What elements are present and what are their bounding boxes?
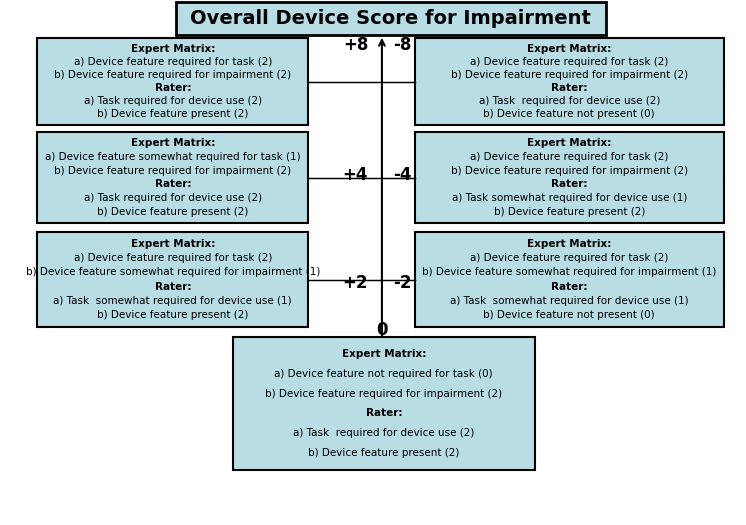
Text: a) Device feature required for task (2): a) Device feature required for task (2) <box>470 152 668 162</box>
Text: a) Task required for device use (2): a) Task required for device use (2) <box>84 96 262 106</box>
Text: b) Device feature not present (0): b) Device feature not present (0) <box>483 109 655 119</box>
Text: a) Device feature required for task (2): a) Device feature required for task (2) <box>470 57 668 67</box>
Text: -4: -4 <box>393 166 412 184</box>
Text: Rater:: Rater: <box>551 180 588 190</box>
FancyBboxPatch shape <box>415 38 724 125</box>
Text: +8: +8 <box>343 36 369 54</box>
Text: -8: -8 <box>393 36 412 54</box>
FancyBboxPatch shape <box>37 232 308 327</box>
FancyBboxPatch shape <box>37 38 308 125</box>
Text: Expert Matrix:: Expert Matrix: <box>527 239 612 249</box>
Text: Rater:: Rater: <box>366 408 402 418</box>
Text: b) Device feature present (2): b) Device feature present (2) <box>97 310 248 320</box>
Text: +2: +2 <box>342 274 369 292</box>
Text: a) Device feature required for task (2): a) Device feature required for task (2) <box>74 253 272 263</box>
Text: Expert Matrix:: Expert Matrix: <box>131 139 215 149</box>
Text: Rater:: Rater: <box>551 83 588 93</box>
FancyBboxPatch shape <box>415 132 724 223</box>
Text: b) Device feature present (2): b) Device feature present (2) <box>308 448 460 458</box>
Text: a) Device feature not required for task (0): a) Device feature not required for task … <box>275 369 493 379</box>
Text: a) Task  required for device use (2): a) Task required for device use (2) <box>293 428 474 438</box>
Text: Rater:: Rater: <box>154 83 191 93</box>
Text: b) Device feature not present (0): b) Device feature not present (0) <box>483 310 655 320</box>
Text: Expert Matrix:: Expert Matrix: <box>527 139 612 149</box>
Text: Expert Matrix:: Expert Matrix: <box>131 239 215 249</box>
Text: Overall Device Score for Impairment: Overall Device Score for Impairment <box>190 9 592 28</box>
Text: b) Device feature required for impairment (2): b) Device feature required for impairmen… <box>54 166 292 176</box>
FancyBboxPatch shape <box>37 132 308 223</box>
Text: b) Device feature required for impairment (2): b) Device feature required for impairmen… <box>451 166 688 176</box>
Text: b) Device feature present (2): b) Device feature present (2) <box>494 207 645 217</box>
Text: b) Device feature present (2): b) Device feature present (2) <box>97 207 248 217</box>
Text: b) Device feature required for impairment (2): b) Device feature required for impairmen… <box>266 388 502 398</box>
Text: a) Device feature required for task (2): a) Device feature required for task (2) <box>74 57 272 67</box>
Text: a) Task  somewhat required for device use (1): a) Task somewhat required for device use… <box>54 296 292 306</box>
Text: b) Device feature somewhat required for impairment (1): b) Device feature somewhat required for … <box>422 267 716 277</box>
Text: +4: +4 <box>342 166 369 184</box>
Text: a) Device feature required for task (2): a) Device feature required for task (2) <box>470 253 668 263</box>
Text: Rater:: Rater: <box>551 281 588 291</box>
Text: b) Device feature present (2): b) Device feature present (2) <box>97 109 248 119</box>
Text: a) Task somewhat required for device use (1): a) Task somewhat required for device use… <box>451 193 687 203</box>
Text: Rater:: Rater: <box>154 281 191 291</box>
Text: Expert Matrix:: Expert Matrix: <box>527 44 612 54</box>
Text: a) Task required for device use (2): a) Task required for device use (2) <box>84 193 262 203</box>
Text: Expert Matrix:: Expert Matrix: <box>131 44 215 54</box>
Text: a) Task  required for device use (2): a) Task required for device use (2) <box>479 96 660 106</box>
Text: -2: -2 <box>393 274 412 292</box>
Text: Rater:: Rater: <box>154 180 191 190</box>
FancyBboxPatch shape <box>176 2 606 35</box>
Text: 0: 0 <box>376 321 388 339</box>
FancyBboxPatch shape <box>233 337 535 470</box>
Text: b) Device feature required for impairment (2): b) Device feature required for impairmen… <box>451 70 688 80</box>
FancyBboxPatch shape <box>415 232 724 327</box>
Text: a) Device feature somewhat required for task (1): a) Device feature somewhat required for … <box>45 152 301 162</box>
Text: Expert Matrix:: Expert Matrix: <box>342 349 426 359</box>
Text: a) Task  somewhat required for device use (1): a) Task somewhat required for device use… <box>450 296 689 306</box>
Text: b) Device feature somewhat required for impairment (1): b) Device feature somewhat required for … <box>25 267 320 277</box>
Text: b) Device feature required for impairment (2): b) Device feature required for impairmen… <box>54 70 292 80</box>
